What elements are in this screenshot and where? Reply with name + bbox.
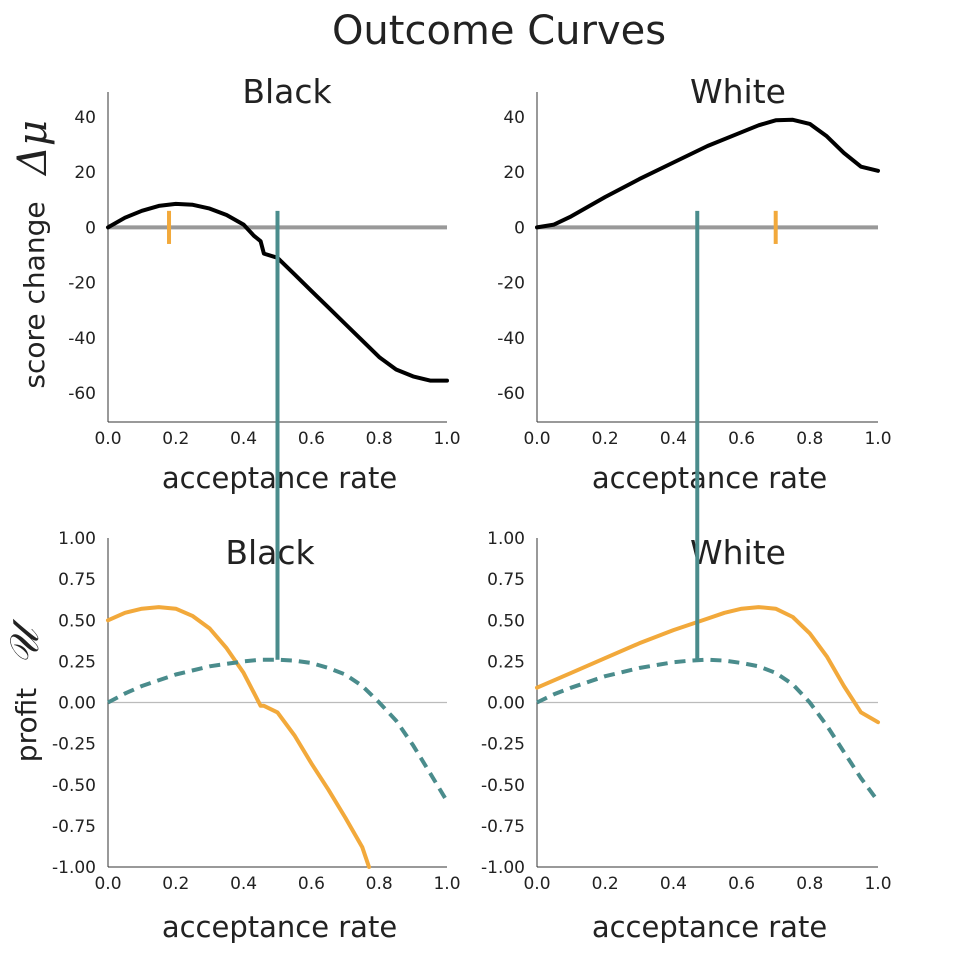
profit-black-x-tick-label: 0.2 [162, 874, 189, 894]
score-black-y-tick-label: -40 [68, 329, 96, 349]
profit-black-y-tick-label: -1.00 [52, 858, 96, 878]
score-black-title: Black [242, 72, 332, 111]
score-white-y-tick-label: 0 [514, 218, 525, 238]
score-black-x-tick-label: 0.6 [298, 429, 325, 449]
score-white-x-tick-label: 0.2 [592, 429, 619, 449]
score-white-y-tick-label: -60 [497, 384, 525, 404]
profit-white-series-institution [535, 605, 880, 725]
panel-profit-black: 0.0 0.2 0.4 0.6 0.8 1.0 1.00 0.75 0.50 0.25 0.00 -0… [52, 529, 461, 944]
score-white-title: White [690, 72, 786, 111]
profit-white-y-tick-label: -1.00 [481, 858, 525, 878]
profit-white-x-tick-label: 0.6 [728, 874, 755, 894]
profit-black-y-tick-label: 0.50 [58, 611, 96, 631]
profit-white-x-tick-label: 0.8 [796, 874, 823, 894]
profit-black-x-tick-label: 0.8 [366, 874, 393, 894]
profit-black-x-label: acceptance rate [162, 910, 397, 944]
score-white-y-tick-label: 40 [503, 108, 525, 128]
score-black-y-tick-label: 20 [74, 163, 96, 183]
score-black-x-tick-label: 0.2 [162, 429, 189, 449]
profit-black-x-tick-label: 0.6 [298, 874, 325, 894]
profit-white-y-tick-label: -0.25 [481, 735, 525, 755]
profit-white-y-tick-label: -0.50 [481, 776, 525, 796]
score-black-y-label-symbol: Δμ [10, 120, 56, 177]
score-white-x-label: acceptance rate [592, 461, 827, 495]
score-black-y-tick-label: -20 [68, 274, 96, 294]
score-black-y-label: score change [18, 201, 51, 388]
figure-title: Outcome Curves [332, 8, 666, 54]
score-white-y-tick-label: 20 [503, 163, 525, 183]
panel-score-white: 0.0 0.2 0.4 0.6 0.8 1.0 40 20 0 -20 -40 -60 White acc… [497, 72, 891, 495]
profit-black-y-tick-label: -0.75 [52, 817, 96, 837]
score-black-x-tick-label: 0.0 [94, 429, 121, 449]
profit-black-x-tick-label: 0.0 [94, 874, 121, 894]
score-white-y-tick-label: -20 [497, 274, 525, 294]
score-black-y-tick-label: 0 [85, 218, 96, 238]
score-white-x-tick-label: 0.4 [660, 429, 687, 449]
profit-white-x-tick-label: 0.2 [592, 874, 619, 894]
score-black-x-tick-label: 0.8 [366, 429, 393, 449]
profit-white-series-selection [536, 657, 880, 803]
score-white-x-tick-label: 0.8 [796, 429, 823, 449]
profit-black-y-label: profit [10, 688, 43, 762]
profit-white-y-tick-label: 0.50 [487, 611, 525, 631]
score-white-y-tick-label: -40 [497, 329, 525, 349]
profit-white-y-tick-label: 1.00 [487, 529, 525, 549]
score-black-y-label-group: score change Δμ [10, 120, 56, 388]
profit-black-y-tick-label: -0.50 [52, 776, 96, 796]
score-black-x-tick-label: 1.0 [433, 429, 460, 449]
profit-black-y-label-group: profit 𝒰 [2, 618, 48, 762]
profit-black-title: Black [225, 533, 315, 572]
profit-black-y-tick-label: 0.25 [58, 652, 96, 672]
score-black-series-outcome [106, 201, 449, 383]
profit-black-y-tick-label: 0.75 [58, 570, 96, 590]
score-black-y-tick-label: 40 [74, 108, 96, 128]
score-white-x-tick-label: 1.0 [864, 429, 891, 449]
profit-white-y-tick-label: 0.75 [487, 570, 525, 590]
profit-black-x-tick-label: 1.0 [433, 874, 460, 894]
profit-black-y-label-symbol: 𝒰 [2, 618, 48, 665]
profit-black-x-tick-label: 0.4 [230, 874, 257, 894]
profit-white-x-tick-label: 1.0 [864, 874, 891, 894]
profit-white-y-tick-label: 0.25 [487, 652, 525, 672]
profit-white-x-tick-label: 0.4 [660, 874, 687, 894]
profit-white-title: White [690, 533, 786, 572]
profit-white-y-tick-label: 0.00 [487, 694, 525, 714]
profit-white-x-tick-label: 0.0 [523, 874, 550, 894]
panel-profit-white: 0.0 0.2 0.4 0.6 0.8 1.0 1.00 0.75 0.50 0.25 0.00 -0… [481, 529, 892, 944]
profit-white-y-tick-label: -0.75 [481, 817, 525, 837]
profit-white-x-label: acceptance rate [592, 910, 827, 944]
score-black-y-tick-label: -60 [68, 384, 96, 404]
profit-black-series-institution [106, 605, 371, 869]
profit-black-series-selection [107, 657, 449, 803]
score-white-x-tick-label: 0.6 [728, 429, 755, 449]
score-white-x-tick-label: 0.0 [523, 429, 550, 449]
score-black-x-tick-label: 0.4 [230, 429, 257, 449]
panel-score-black: 0.0 0.2 0.4 0.6 0.8 1.040200-20-40-60Blackacc… [68, 72, 460, 495]
score-white-series-outcome [535, 117, 880, 230]
profit-black-y-tick-label: 0.00 [58, 694, 96, 714]
profit-black-y-tick-label: -0.25 [52, 735, 96, 755]
profit-black-y-tick-label: 1.00 [58, 529, 96, 549]
